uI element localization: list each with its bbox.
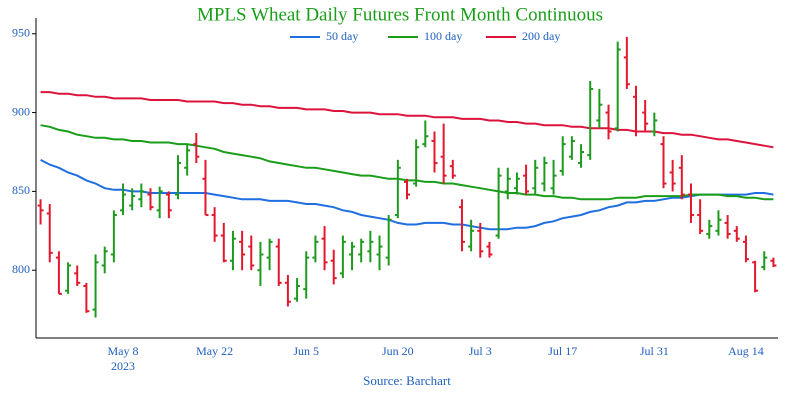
x-tick-label: Jul 17 (548, 344, 577, 358)
x-tick-label: Aug 14 (728, 344, 764, 358)
x-tick-label: May 8 (108, 344, 139, 358)
moving-average-line (40, 159, 774, 231)
chart-title: MPLS Wheat Daily Futures Front Month Con… (197, 4, 603, 25)
x-tick-label: May 22 (196, 344, 233, 358)
moving-average-line (40, 91, 774, 149)
x-tick-label: Jun 5 (293, 344, 319, 358)
legend-label: 50 day (326, 29, 358, 43)
x-year-label: 2023 (111, 359, 135, 373)
source: Source: Barchart (363, 373, 451, 388)
legend-label: 100 day (424, 29, 462, 43)
legend-label: 200 day (522, 29, 560, 43)
y-tick-label: 950 (12, 26, 30, 40)
y-tick-label: 800 (12, 262, 30, 276)
x-tick-label: Jul 3 (469, 344, 492, 358)
y-tick-label: 900 (12, 104, 30, 118)
x-tick-label: Jul 31 (640, 344, 669, 358)
x-tick-label: Jun 20 (382, 344, 414, 358)
y-tick-label: 850 (12, 183, 30, 197)
